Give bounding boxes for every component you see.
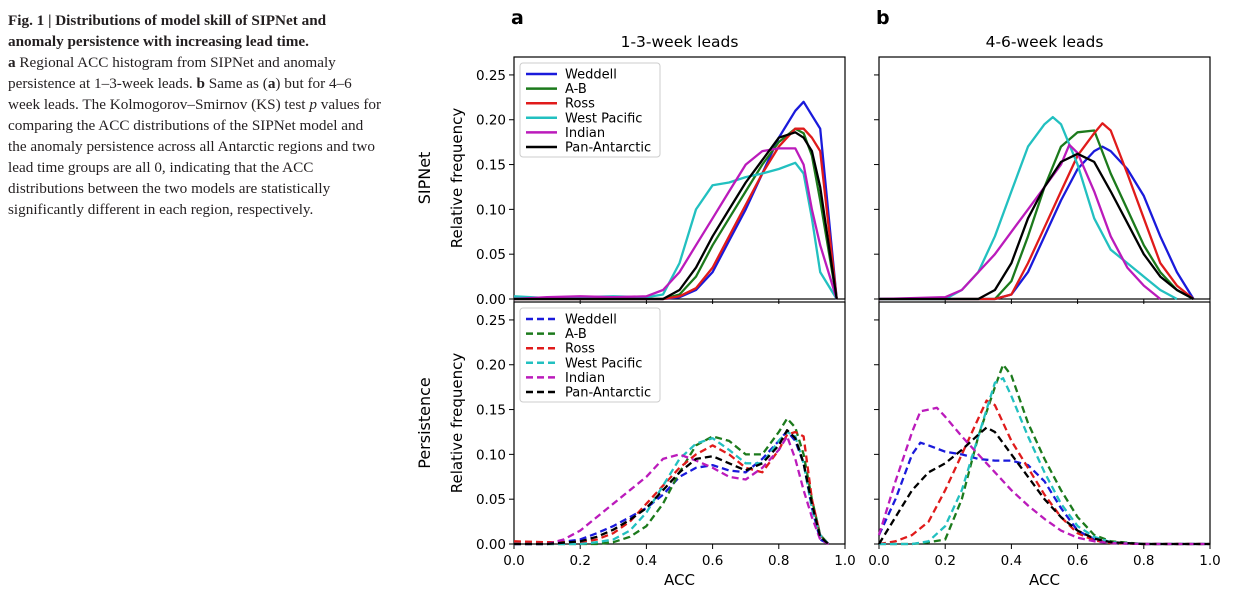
axes-frame: [513, 56, 846, 300]
caption-a-text: Regional ACC histogram from SIPNet and a…: [8, 54, 336, 92]
y-tick-label: 0.05: [476, 247, 506, 263]
series-line-ross: [514, 127, 838, 301]
series-line-indian: [514, 435, 830, 546]
y-tick-label: 0.25: [476, 313, 506, 329]
legend-label: A-B: [565, 82, 587, 97]
x-tick-label: 0.0: [868, 553, 889, 569]
caption-b-ref: a: [267, 75, 276, 92]
axes-frame: [878, 301, 1211, 545]
legend-label: Pan-Antarctic: [565, 141, 651, 156]
x-tick-label: 1.0: [1199, 553, 1220, 569]
y-axis-label: Relative frequency: [448, 353, 466, 494]
series-line-ross: [513, 430, 830, 545]
x-tick-label: 0.6: [702, 553, 723, 569]
caption-b-text2: ) but for 4–6 week leads. The Kolmogorov…: [8, 75, 352, 113]
y-tick-label: 0.10: [476, 202, 506, 218]
legend-label: Pan-Antarctic: [565, 386, 651, 401]
series-line-west-pacific: [879, 377, 1210, 546]
y-tick-label: 0.00: [476, 537, 506, 553]
x-axis-label: ACC: [664, 571, 695, 589]
caption-rest: values for comparing the ACC distributio…: [8, 96, 382, 218]
legend-label: Indian: [565, 126, 605, 141]
y-axis-label: Relative frequency: [448, 108, 466, 249]
column-title: 4-6-week leads: [986, 33, 1104, 51]
series-line-a-b: [514, 417, 830, 546]
panel-label: b: [876, 7, 890, 29]
y-tick-label: 0.05: [476, 492, 506, 508]
y-tick-label: 0.15: [476, 158, 506, 174]
column-title: 1-3-week leads: [621, 33, 739, 51]
series-line-a-b: [514, 127, 838, 301]
series-line-indian: [877, 406, 1210, 546]
panel-label: a: [511, 7, 524, 29]
series-line-weddell: [879, 145, 1195, 301]
row-label: Persistence: [415, 377, 434, 469]
series-line-pan-antarctic: [878, 426, 1210, 546]
caption-a-label: a: [8, 54, 16, 71]
legend-label: West Pacific: [565, 356, 642, 371]
series-line-ross: [879, 122, 1195, 301]
y-tick-label: 0.20: [476, 113, 506, 129]
legend-label: Indian: [565, 371, 605, 386]
figure-caption: Fig. 1 | Distributions of model skill of…: [8, 10, 383, 220]
caption-b-label: b: [196, 75, 205, 92]
series-line-indian: [513, 147, 838, 301]
y-tick-label: 0.20: [476, 358, 506, 374]
x-tick-label: 0.6: [1067, 553, 1088, 569]
series-line-pan-antarctic: [514, 131, 838, 301]
legend-label: Weddell: [565, 68, 617, 83]
row-label: SIPNet: [415, 152, 434, 205]
axes-frame: [513, 301, 846, 545]
axes-frame: [878, 56, 1211, 300]
series-line-pan-antarctic: [514, 429, 830, 546]
caption-b-text: Same as (: [204, 75, 268, 92]
x-tick-label: 0.4: [636, 553, 657, 569]
x-axis-label: ACC: [1029, 571, 1060, 589]
x-tick-label: 0.2: [569, 553, 590, 569]
legend-label: A-B: [565, 327, 587, 342]
y-tick-label: 0.00: [476, 292, 506, 308]
x-tick-label: 1.0: [834, 553, 855, 569]
series-line-a-b: [879, 129, 1195, 301]
legend-label: Ross: [565, 97, 595, 112]
x-tick-label: 0.8: [768, 553, 789, 569]
legend-label: West Pacific: [565, 111, 642, 126]
y-tick-label: 0.25: [476, 68, 506, 84]
x-tick-label: 0.0: [503, 553, 524, 569]
series-line-pan-antarctic: [879, 152, 1195, 301]
series-line-a-b: [879, 363, 1210, 546]
legend-label: Weddell: [565, 313, 617, 328]
x-tick-label: 0.2: [934, 553, 955, 569]
caption-title: Fig. 1 | Distributions of model skill of…: [8, 12, 327, 50]
x-tick-label: 0.8: [1133, 553, 1154, 569]
series-line-west-pacific: [513, 161, 838, 300]
y-tick-label: 0.15: [476, 403, 506, 419]
legend-label: Ross: [565, 342, 595, 357]
y-tick-label: 0.10: [476, 447, 506, 463]
caption-p-symbol: p: [309, 96, 317, 113]
x-tick-label: 0.4: [1001, 553, 1022, 569]
